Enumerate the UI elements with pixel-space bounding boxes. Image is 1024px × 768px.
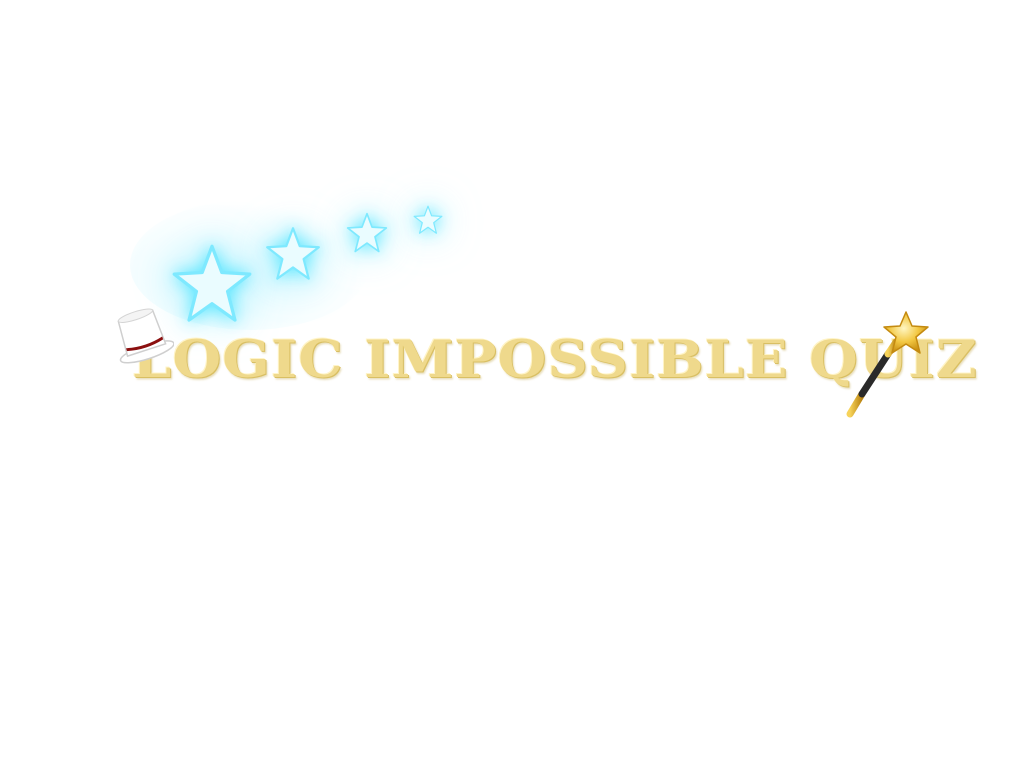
star-icon (346, 212, 388, 254)
magic-hat-icon (108, 305, 175, 371)
magic-wand-icon (842, 310, 934, 424)
star-icon (265, 226, 321, 282)
sparkle-glow (130, 200, 370, 330)
game-title: LOGIC IMPOSSIBLE QUIZ (132, 329, 978, 390)
star-icon (170, 243, 254, 325)
star-icon (413, 205, 443, 235)
